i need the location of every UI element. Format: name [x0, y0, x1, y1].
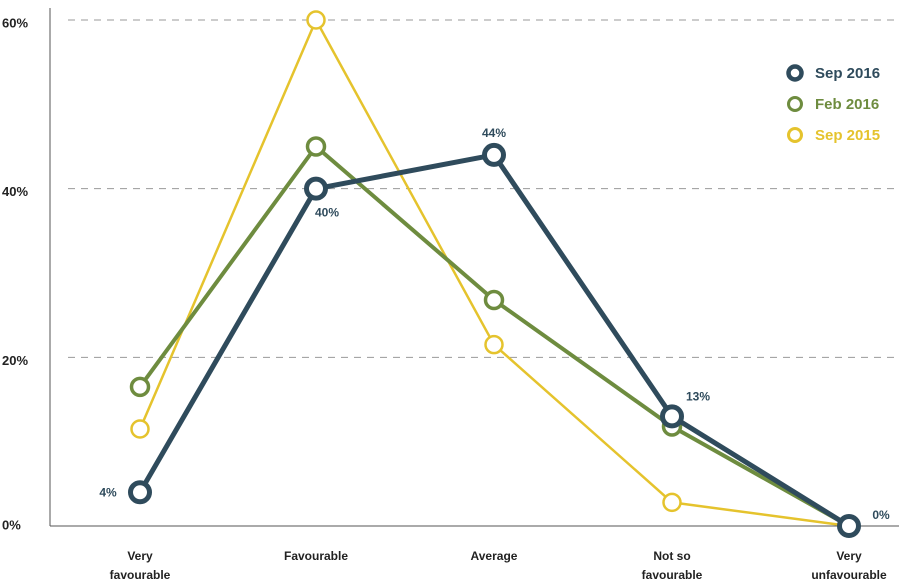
data-point: [482, 142, 506, 167]
series-line: [138, 18, 851, 528]
x-tick-label-line: unfavourable: [811, 568, 887, 582]
legend-marker: [787, 96, 803, 112]
y-tick-label: 0%: [2, 517, 21, 532]
data-label: 0%: [872, 508, 890, 522]
data-point: [304, 176, 328, 201]
y-tick-label: 60%: [2, 15, 28, 30]
series-layer: [128, 10, 861, 538]
x-tick-label-line: Average: [471, 549, 518, 563]
data-label: 44%: [482, 126, 506, 140]
data-point: [306, 10, 326, 30]
data-point: [837, 514, 861, 538]
y-tick-label: 20%: [2, 353, 28, 368]
data-point: [662, 492, 682, 513]
legend-marker: [787, 127, 803, 143]
series-sep-2016: [128, 142, 861, 538]
series-sep-2015: [130, 10, 859, 536]
legend-marker: [786, 64, 804, 82]
legend: Sep 2016 Feb 2016 Sep 2015: [786, 64, 880, 144]
legend-item: Sep 2016: [786, 64, 880, 82]
data-label-layer: 4% 40% 44% 13% 0%: [99, 126, 890, 522]
data-point: [484, 334, 504, 355]
data-point: [128, 480, 152, 505]
data-point: [660, 404, 684, 429]
legend-item: Feb 2016: [787, 96, 879, 113]
x-tick-label-line: favourable: [642, 568, 703, 582]
x-tick-label: Average: [471, 549, 518, 563]
y-tick-label: 40%: [2, 184, 28, 199]
data-point: [305, 136, 327, 157]
data-point: [130, 419, 150, 439]
axis-layer: 0% 20% 40% 60% Very favourable Favourable Avera…: [2, 8, 899, 582]
data-label: 13%: [686, 389, 710, 403]
data-point: [483, 289, 505, 311]
x-tick-label-line: favourable: [110, 568, 171, 582]
legend-label: Sep 2016: [815, 65, 880, 82]
data-label: 4%: [99, 485, 117, 499]
x-tick-label: Very favourable: [110, 549, 171, 582]
data-label: 40%: [315, 206, 339, 220]
legend-item: Sep 2015: [787, 127, 880, 144]
legend-label: Feb 2016: [815, 96, 879, 113]
x-tick-label: Not so favourable: [642, 549, 703, 582]
x-tick-label-line: Very: [127, 549, 153, 563]
x-tick-label-line: Very: [836, 549, 862, 563]
grid-layer: [68, 19, 899, 358]
x-tick-label-line: Favourable: [284, 549, 348, 563]
x-tick-label: Favourable: [284, 549, 348, 563]
legend-label: Sep 2015: [815, 127, 880, 144]
x-tick-label-line: Not so: [653, 549, 690, 563]
data-point: [129, 376, 151, 398]
x-tick-label: Very unfavourable: [811, 549, 887, 582]
